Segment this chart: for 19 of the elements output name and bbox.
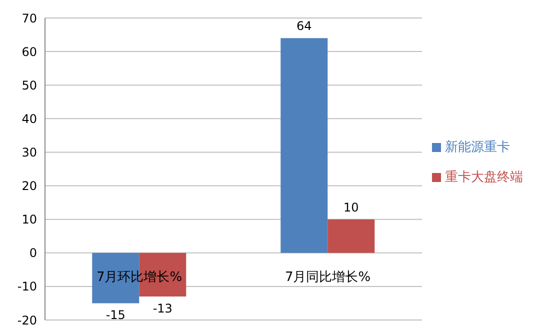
data-label: 64 xyxy=(296,19,312,34)
y-tick-label: 40 xyxy=(22,112,37,126)
y-tick-label: -10 xyxy=(17,280,37,294)
y-tick-label: 10 xyxy=(22,212,37,227)
data-label: -15 xyxy=(106,308,126,322)
data-label: 10 xyxy=(343,200,359,214)
x-tick-label: 7月同比增长% xyxy=(284,270,371,285)
y-tick-label: 30 xyxy=(22,145,37,160)
y-tick-label: 60 xyxy=(22,44,37,59)
y-tick-label: 0 xyxy=(29,246,37,260)
y-tick-label: 20 xyxy=(22,179,37,194)
data-label: -13 xyxy=(152,302,172,316)
y-tick-label: 50 xyxy=(22,78,37,92)
legend-label: 重卡大盘终端 xyxy=(445,170,523,185)
y-tick-label: -20 xyxy=(17,313,37,326)
bar xyxy=(328,219,375,253)
bar xyxy=(280,38,328,253)
legend-label: 新能源重卡 xyxy=(445,140,510,155)
y-tick-label: 70 xyxy=(22,11,37,26)
